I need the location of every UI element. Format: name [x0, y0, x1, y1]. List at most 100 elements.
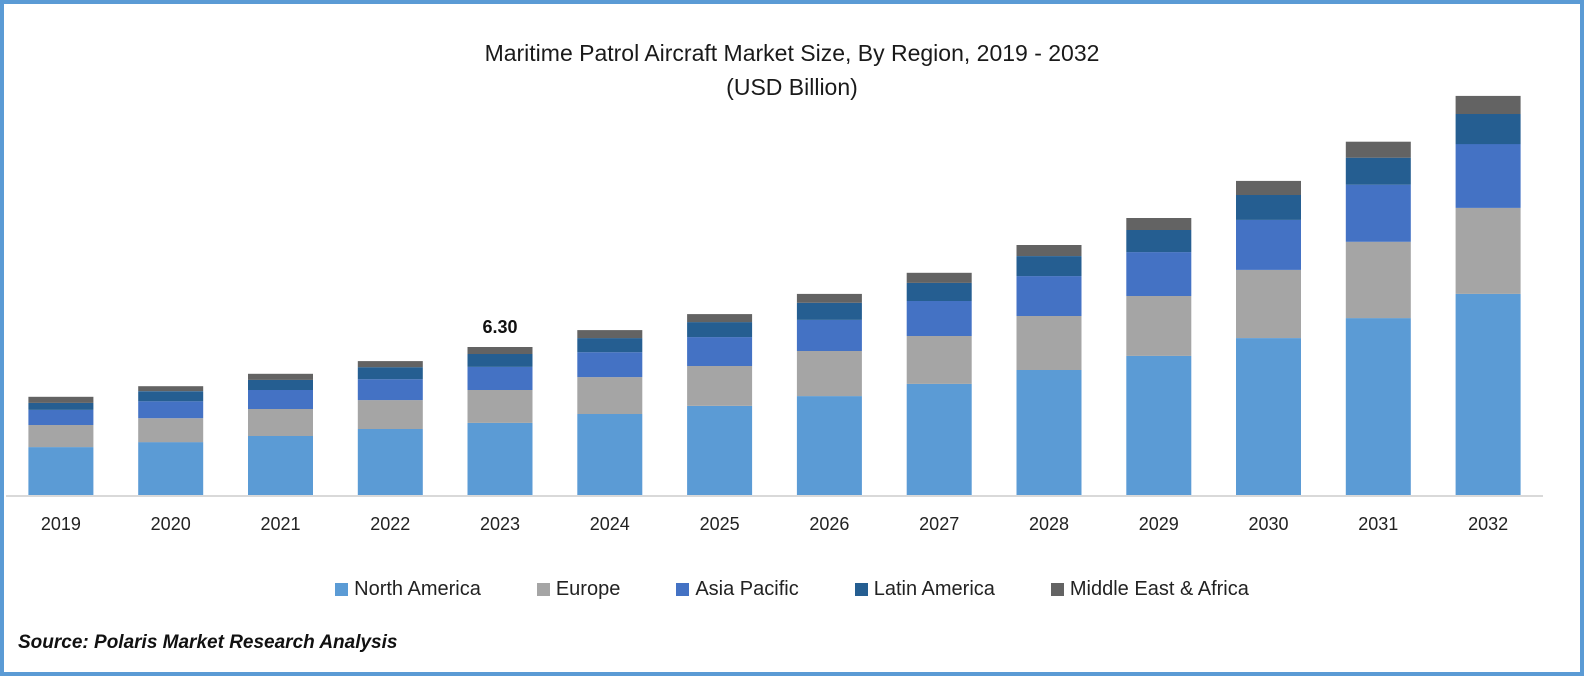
- bar-stack-2022: [357, 361, 423, 495]
- bar-stack-2029: [1126, 218, 1192, 495]
- bar-asia-pacific-2022: [357, 379, 423, 401]
- legend-label: Middle East & Africa: [1069, 578, 1249, 600]
- bar-stack-2027: [906, 272, 972, 495]
- bar-latin-america-2023: [467, 354, 533, 367]
- bar-europe-2029: [1126, 296, 1192, 356]
- bar-stack-2028: [1016, 245, 1082, 495]
- bar-stack-2026: [796, 293, 862, 495]
- bar-north-america-2028: [1016, 370, 1082, 495]
- bar-middle-east-and-africa-2032: [1455, 95, 1521, 114]
- bar-europe-2030: [1236, 269, 1301, 338]
- legend-swatch: [536, 583, 550, 596]
- bar-latin-america-2030: [1236, 195, 1301, 220]
- legend-label: Europe: [555, 578, 621, 600]
- bar-latin-america-2024: [577, 338, 643, 353]
- legend-item-latin-america: Latin America: [854, 578, 995, 601]
- x-tick-label: 2031: [1358, 514, 1398, 534]
- bar-north-america-2020: [138, 442, 204, 495]
- x-tick-label: 2022: [370, 514, 410, 534]
- bar-asia-pacific-2032: [1455, 144, 1521, 208]
- bar-north-america-2023: [467, 422, 533, 495]
- chart-title: Maritime Patrol Aircraft Market Size, By…: [484, 40, 1100, 66]
- bar-middle-east-and-africa-2028: [1016, 245, 1082, 256]
- bar-north-america-2029: [1126, 355, 1192, 495]
- bar-north-america-2021: [248, 436, 313, 495]
- legend-item-north-america: North America: [335, 578, 481, 601]
- bar-latin-america-2027: [906, 282, 972, 301]
- bar-middle-east-and-africa-2024: [577, 330, 643, 339]
- legend-item-europe: Europe: [536, 578, 621, 601]
- bar-stack-2021: [248, 373, 313, 495]
- legend-swatch: [335, 583, 349, 596]
- bar-latin-america-2029: [1126, 230, 1192, 253]
- bar-north-america-2022: [357, 429, 423, 495]
- x-tick-label: 2030: [1248, 514, 1288, 534]
- x-tick-labels: 2019 2020 2021 2022 2023 2024 2025 2026 2027 2028…: [41, 514, 1508, 534]
- bar-latin-america-2028: [1016, 256, 1082, 277]
- legend-swatch: [676, 583, 690, 596]
- chart-subtitle: (USD Billion): [726, 74, 858, 100]
- bar-stack-2030: [1236, 180, 1301, 495]
- bar-stack-2031: [1345, 141, 1411, 495]
- bars-group: [28, 95, 1521, 495]
- legend-swatch: [1050, 583, 1064, 596]
- x-tick-label: 2032: [1468, 514, 1508, 534]
- bar-middle-east-and-africa-2025: [687, 314, 753, 323]
- bar-latin-america-2032: [1455, 114, 1521, 145]
- bar-north-america-2032: [1455, 293, 1521, 495]
- bar-north-america-2019: [28, 447, 94, 495]
- x-tick-label: 2024: [590, 514, 630, 534]
- bar-asia-pacific-2028: [1016, 276, 1082, 316]
- bar-north-america-2031: [1345, 318, 1411, 495]
- bar-middle-east-and-africa-2023: [467, 347, 533, 354]
- data-labels: 6.30: [482, 317, 517, 337]
- bar-asia-pacific-2030: [1236, 219, 1301, 270]
- legend-label: Asia Pacific: [695, 578, 799, 600]
- legend-swatch: [854, 583, 868, 596]
- bar-asia-pacific-2019: [28, 410, 94, 425]
- bar-middle-east-and-africa-2022: [357, 361, 423, 368]
- bar-latin-america-2025: [687, 322, 753, 338]
- bar-north-america-2024: [577, 414, 643, 495]
- legend-label: Latin America: [873, 578, 995, 600]
- bar-latin-america-2020: [138, 391, 204, 402]
- legend-item-asia-pacific: Asia Pacific: [676, 578, 799, 601]
- bar-north-america-2030: [1236, 338, 1301, 495]
- x-tick-label: 2028: [1029, 514, 1069, 534]
- bar-asia-pacific-2024: [577, 352, 643, 378]
- x-tick-label: 2029: [1139, 514, 1179, 534]
- bar-europe-2021: [248, 409, 313, 436]
- bar-europe-2019: [28, 425, 94, 448]
- bar-asia-pacific-2026: [796, 320, 862, 351]
- x-tick-label: 2025: [700, 514, 740, 534]
- legend: North America Europe Asia Pacific Latin Ame…: [0, 578, 1584, 601]
- bar-europe-2025: [687, 366, 753, 406]
- bar-europe-2031: [1345, 241, 1411, 319]
- x-tick-label: 2026: [809, 514, 849, 534]
- bar-middle-east-and-africa-2029: [1126, 218, 1192, 230]
- bar-stack-2019: [28, 396, 94, 495]
- bar-asia-pacific-2031: [1345, 184, 1411, 242]
- legend-label: North America: [354, 578, 481, 600]
- bar-latin-america-2021: [248, 379, 313, 390]
- bar-asia-pacific-2025: [687, 337, 753, 366]
- bar-asia-pacific-2021: [248, 390, 313, 409]
- bar-middle-east-and-africa-2031: [1345, 141, 1411, 158]
- bar-stack-2032: [1455, 95, 1521, 495]
- bar-stack-2020: [138, 386, 204, 495]
- bar-stack-2024: [577, 330, 643, 495]
- x-tick-label: 2019: [41, 514, 81, 534]
- bar-middle-east-and-africa-2030: [1236, 180, 1301, 195]
- bar-latin-america-2019: [28, 402, 94, 410]
- bar-middle-east-and-africa-2027: [906, 272, 972, 283]
- bar-europe-2028: [1016, 316, 1082, 370]
- bar-north-america-2025: [687, 406, 753, 495]
- bar-asia-pacific-2023: [467, 367, 533, 390]
- bar-europe-2032: [1455, 207, 1521, 294]
- bar-asia-pacific-2020: [138, 401, 204, 419]
- x-tick-label: 2027: [919, 514, 959, 534]
- x-tick-label: 2021: [260, 514, 300, 534]
- source-note: Source: Polaris Market Research Analysis: [18, 632, 398, 653]
